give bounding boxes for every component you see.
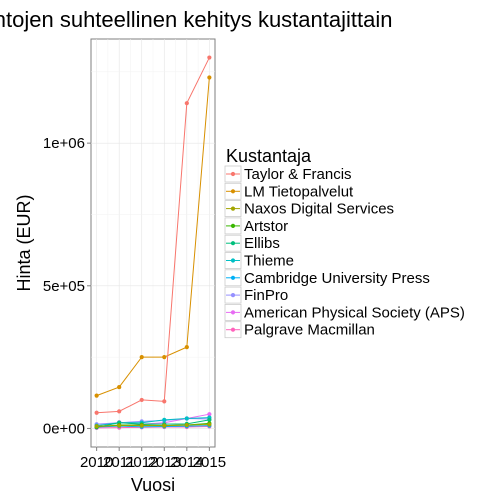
data-point — [184, 345, 189, 350]
y-tick-label: 1e+06 — [43, 135, 85, 152]
series-line — [96, 425, 210, 428]
data-point — [184, 422, 189, 428]
legend-label: Cambridge University Press — [244, 270, 430, 287]
legend-label: FinPro — [244, 287, 288, 304]
y-tick-label: 0e+00 — [43, 420, 85, 437]
chart-title: Hintojen suhteellinen kehitys kustantaji… — [0, 7, 392, 32]
legend-key-point — [230, 310, 236, 315]
data-point — [139, 423, 144, 428]
data-point — [162, 355, 167, 360]
legend-item: American Physical Society (APS) — [224, 303, 465, 321]
legend-item: Thieme — [224, 252, 294, 270]
series-lines — [96, 57, 210, 429]
y-axis: 0e+00 5e+05 1e+06 — [43, 135, 91, 437]
data-point — [207, 412, 212, 417]
data-point — [184, 101, 189, 106]
legend-label: Taylor & Francis — [244, 166, 352, 183]
series-points — [94, 55, 212, 430]
legend-key-point — [230, 223, 236, 228]
series-line — [96, 419, 210, 428]
legend-label: Artstor — [244, 218, 288, 235]
legend-key-point — [230, 327, 236, 332]
legend-key-point — [230, 241, 236, 246]
legend-key-point — [230, 189, 236, 194]
data-point — [139, 397, 144, 403]
data-point — [94, 393, 99, 398]
y-tick-label: 5e+05 — [43, 278, 85, 295]
data-point — [184, 416, 189, 421]
data-point — [162, 423, 167, 428]
legend-item: Cambridge University Press — [224, 269, 430, 287]
series-line — [96, 425, 210, 429]
legend-label: Palgrave Macmillan — [244, 322, 375, 339]
data-point — [94, 424, 99, 429]
x-tick-label: 2012 — [125, 454, 158, 471]
data-point — [117, 409, 122, 414]
legend-item: FinPro — [224, 286, 288, 304]
series-line — [96, 423, 210, 427]
legend-item: Artstor — [224, 217, 288, 235]
legend-label: Naxos Digital Services — [244, 201, 394, 218]
x-tick-label: 2015 — [193, 454, 226, 471]
data-point — [117, 423, 122, 428]
legend-item: LM Tietopalvelut — [224, 182, 354, 200]
legend-item: Palgrave Macmillan — [224, 321, 375, 339]
x-tick-label: 2014 — [170, 454, 203, 471]
data-point — [94, 410, 99, 415]
legend-key-point — [230, 171, 236, 177]
x-tick-label: 2011 — [103, 454, 135, 471]
legend-key-point — [230, 275, 236, 280]
data-point — [207, 75, 212, 80]
data-point — [162, 417, 167, 422]
legend-title: Kustantaja — [226, 146, 312, 166]
series-line — [96, 77, 210, 397]
x-axis-label: Vuosi — [131, 475, 175, 495]
data-point — [139, 355, 144, 360]
data-point — [207, 55, 212, 60]
data-point — [207, 417, 212, 422]
data-point — [207, 422, 212, 427]
legend-key-point — [230, 206, 236, 211]
legend-item: Naxos Digital Services — [224, 200, 394, 218]
x-tick-label: 2013 — [148, 454, 181, 471]
legend-label: LM Tietopalvelut — [244, 183, 354, 200]
y-axis-label: Hinta (EUR) — [14, 194, 34, 291]
legend-label: Thieme — [244, 253, 294, 270]
legend-key-point — [230, 258, 236, 263]
x-tick-label: 2010 — [80, 454, 113, 471]
series-line — [96, 57, 210, 414]
legend-label: American Physical Society (APS) — [244, 304, 465, 321]
data-point — [162, 399, 167, 404]
legend-item: Ellibs — [224, 234, 280, 252]
data-point — [117, 384, 122, 390]
legend-key-point — [230, 293, 236, 298]
legend-item: Taylor & Francis — [224, 165, 352, 183]
legend-label: Ellibs — [244, 235, 280, 252]
